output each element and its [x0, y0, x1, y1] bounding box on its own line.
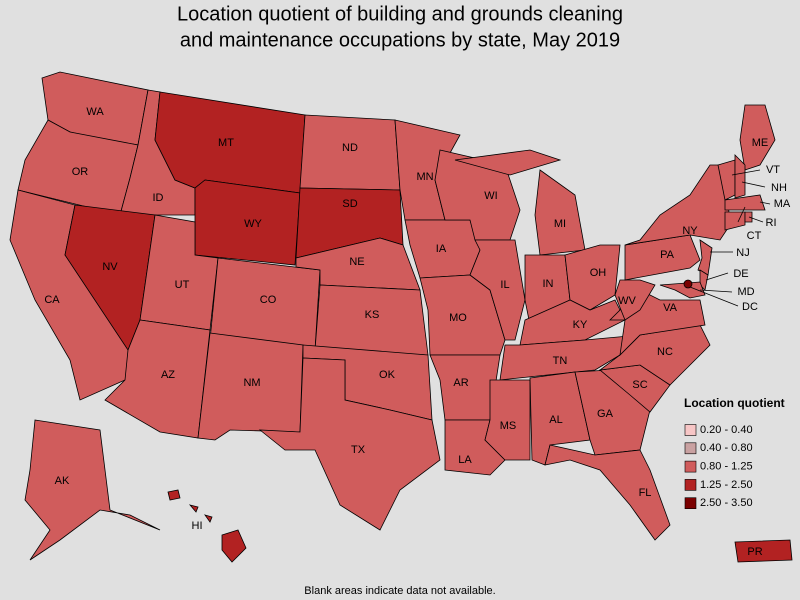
state-shape: [194, 179, 301, 266]
legend: Location quotient 0.20 - 0.40 0.40 - 0.80…: [684, 396, 785, 509]
state-label: UT: [175, 279, 190, 291]
state-label: AL: [549, 414, 562, 426]
state-label: MA: [774, 198, 791, 210]
state-label: KY: [573, 319, 588, 331]
footnote: Blank areas indicate data not available.: [304, 585, 495, 597]
state-label: NC: [657, 346, 673, 358]
leader-line: [737, 206, 746, 223]
state-label: OR: [72, 166, 89, 178]
state-label: CA: [44, 294, 60, 306]
state-label: SC: [632, 379, 647, 391]
state-label: GA: [597, 408, 614, 420]
state-label: AK: [55, 475, 70, 487]
states: WA OR ID MT WY CA NV UT CO AZ NM ND SD NE KS OK TX MN IA MO…: [9, 71, 793, 563]
state-label: OH: [590, 267, 607, 279]
legend-swatch: [684, 424, 697, 436]
state-label: CT: [747, 230, 762, 242]
state-label: AZ: [161, 369, 175, 381]
state-label: WV: [618, 295, 636, 307]
title-line-1: Location quotient of building and ground…: [177, 3, 623, 25]
state-label: DC: [742, 301, 758, 313]
legend-title: Location quotient: [684, 396, 785, 410]
state-label: RI: [766, 217, 777, 229]
state-shape: [659, 281, 706, 299]
state-shape: [683, 279, 693, 289]
state-label: ME: [752, 137, 769, 149]
state-label: AR: [453, 377, 468, 389]
state-label: PA: [660, 249, 675, 261]
leader-line: [705, 272, 729, 281]
legend-swatch: [684, 497, 697, 510]
state-label: IL: [500, 279, 509, 291]
leader-line: [741, 181, 766, 188]
legend-label: 2.50 - 3.50: [700, 497, 753, 509]
legend-swatch: [684, 460, 697, 473]
state-label: WI: [484, 190, 497, 202]
state-shape: [167, 489, 247, 563]
title-line-2: and maintenance occupations by state, Ma…: [180, 29, 620, 51]
state-label: PR: [747, 546, 762, 558]
state-shape: [724, 194, 766, 211]
state-label: WA: [86, 106, 104, 118]
state-label: WY: [244, 218, 262, 230]
state-label: MI: [554, 218, 566, 230]
state-label: LA: [458, 454, 472, 466]
legend-label: 1.25 - 2.50: [700, 479, 753, 491]
state-shape: [614, 279, 656, 321]
state-label: IA: [436, 243, 447, 255]
state-label: ND: [342, 142, 358, 154]
state-label: HI: [192, 520, 203, 532]
state-label: NM: [243, 377, 260, 389]
state-label: VT: [766, 164, 780, 176]
state-shape: [724, 211, 746, 231]
state-label: NJ: [736, 247, 749, 259]
legend-swatch: [684, 479, 697, 491]
state-label: VA: [663, 302, 678, 314]
state-shape: [454, 149, 586, 256]
state-label: NV: [102, 261, 118, 273]
state-shape: [739, 104, 776, 171]
leader-line: [759, 201, 771, 205]
state-shape: [469, 239, 526, 341]
state-label: NY: [682, 225, 698, 237]
legend-label: 0.40 - 0.80: [700, 442, 753, 454]
state-label: SD: [342, 198, 357, 210]
state-label: TX: [351, 444, 366, 456]
state-label: ID: [153, 192, 164, 204]
state-label: FL: [639, 487, 652, 499]
state-label: OK: [379, 369, 396, 381]
state-label: NH: [771, 182, 787, 194]
state-label: IN: [543, 278, 554, 290]
legend-swatch: [684, 442, 697, 455]
state-label: TN: [553, 355, 568, 367]
leader-line: [748, 216, 764, 223]
state-shape: [258, 357, 441, 531]
state-label: MS: [500, 420, 517, 432]
state-label: MD: [737, 286, 754, 298]
state-label: MN: [416, 171, 433, 183]
state-label: DE: [733, 268, 748, 280]
state-label: CO: [260, 294, 277, 306]
leader-line: [731, 169, 761, 176]
legend-label: 0.80 - 1.25: [700, 461, 753, 473]
leader-line: [699, 289, 733, 293]
legend-label: 0.20 - 0.40: [700, 424, 753, 436]
leader-lines: [689, 169, 771, 307]
leader-line: [689, 286, 739, 307]
state-shape: [24, 419, 161, 561]
state-shape: [744, 211, 753, 223]
state-shape: [734, 154, 746, 199]
state-shape: [734, 539, 793, 563]
state-label: MO: [449, 312, 467, 324]
state-label: MT: [218, 137, 234, 149]
state-shape: [544, 444, 671, 541]
state-label: KS: [365, 309, 380, 321]
state-label: NE: [349, 256, 364, 268]
